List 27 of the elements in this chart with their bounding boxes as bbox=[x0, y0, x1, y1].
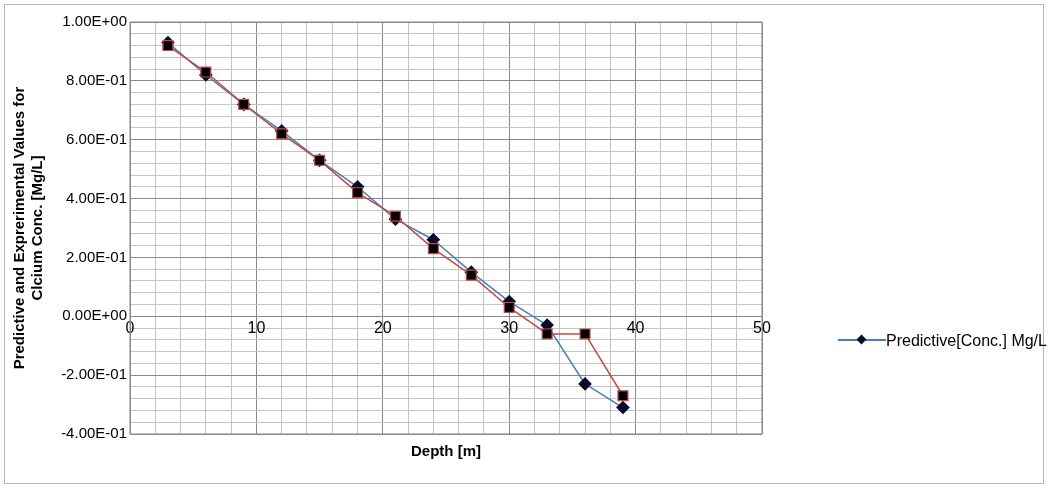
x-tick-label: 10 bbox=[247, 319, 266, 337]
y-tick-label: 0.00E+00 bbox=[62, 306, 127, 324]
x-tick-label: 0 bbox=[125, 319, 135, 337]
x-tick-label: 20 bbox=[373, 319, 392, 337]
point bbox=[503, 301, 515, 314]
y-tick-label: 1.00E+00 bbox=[62, 12, 127, 30]
y-tick-label: 2.00E-01 bbox=[66, 247, 127, 265]
x-tick-label: 40 bbox=[626, 319, 645, 337]
legend-label: Predictive[Conc.] Mg/L bbox=[886, 331, 1048, 351]
x-tick-label: 50 bbox=[753, 319, 771, 337]
x-axis-title: Depth [m] bbox=[411, 442, 481, 459]
point bbox=[200, 66, 212, 78]
point bbox=[617, 390, 629, 402]
point bbox=[427, 243, 439, 255]
y-axis-title: Predictive and Exprerimental Values for Clcium Conc. [Mg/L] bbox=[10, 86, 46, 370]
point bbox=[351, 187, 364, 199]
point bbox=[389, 210, 401, 222]
point bbox=[465, 269, 477, 281]
y-tick-label: -2.00E-01 bbox=[61, 365, 127, 383]
x-tick-label: 30 bbox=[500, 319, 519, 337]
point bbox=[276, 128, 288, 140]
y-tick-label: 8.00E-01 bbox=[66, 71, 127, 88]
y-tick-label: 6.00E-01 bbox=[66, 129, 127, 147]
point bbox=[579, 328, 591, 340]
y-tick-label: 4.00E-01 bbox=[66, 188, 127, 206]
point bbox=[541, 328, 553, 340]
y-tick-label: -4.00E-01 bbox=[61, 424, 127, 442]
